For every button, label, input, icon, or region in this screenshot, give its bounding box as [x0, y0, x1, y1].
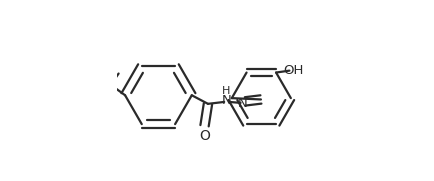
Text: N: N	[221, 94, 231, 108]
Text: O: O	[199, 129, 210, 143]
Text: H: H	[222, 87, 230, 96]
Text: OH: OH	[283, 64, 303, 77]
Text: N: N	[237, 97, 247, 110]
